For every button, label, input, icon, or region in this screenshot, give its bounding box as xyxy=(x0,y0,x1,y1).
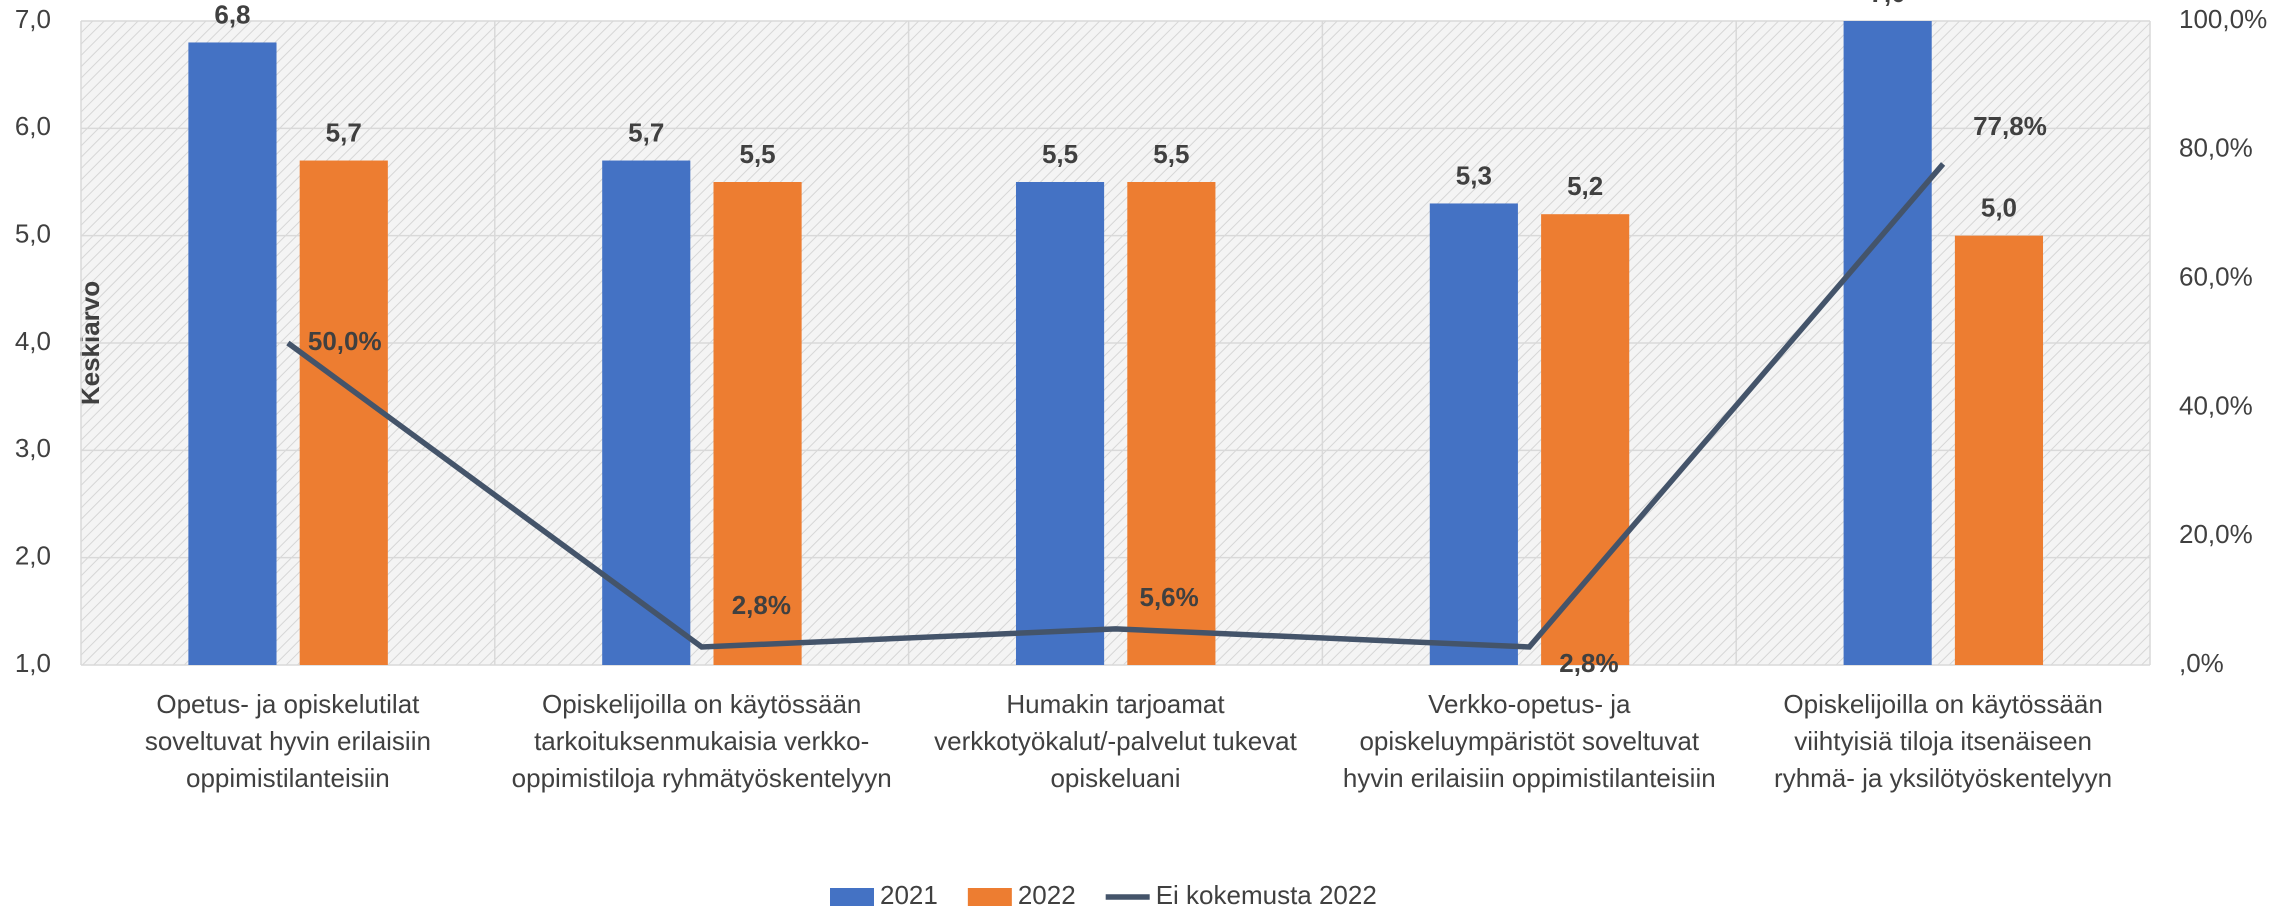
bar-value-label: 5,7 xyxy=(628,117,664,147)
x-tick-label: Opetus- ja opiskelutilat soveltuvat hyvi… xyxy=(144,689,431,793)
bar-value-label: 5,5 xyxy=(739,139,775,169)
y-tick-label: 7,0 xyxy=(15,4,51,34)
legend-swatch xyxy=(967,888,1012,906)
legend-swatch xyxy=(830,888,874,906)
bar xyxy=(1843,21,1932,665)
bar-value-label: 5,0 xyxy=(1981,193,2017,223)
line-value-label: 5,6% xyxy=(1140,582,1199,612)
y2-tick-label: 20,0% xyxy=(2179,519,2253,549)
y-tick-label: 3,0 xyxy=(15,433,51,463)
bar xyxy=(602,160,691,666)
y-tick-label: 5,0 xyxy=(15,219,51,249)
bar-value-label: 5,7 xyxy=(326,117,362,147)
line-value-label: 77,8% xyxy=(1973,111,2047,141)
bar-value-label: 7,0 xyxy=(1870,0,1906,8)
y-tick-label: 4,0 xyxy=(15,326,51,356)
line-value-label: 2,8% xyxy=(1559,648,1618,678)
y2-tick-label: 80,0% xyxy=(2179,133,2253,163)
legend-label: 2021 xyxy=(880,880,938,910)
y2-tick-label: ,0% xyxy=(2179,648,2224,678)
line-value-label: 2,8% xyxy=(732,590,791,620)
y2-tick-label: 60,0% xyxy=(2179,261,2253,291)
bar xyxy=(1015,182,1105,665)
y-tick-label: 1,0 xyxy=(15,648,51,678)
bar xyxy=(1127,182,1216,665)
bar-value-label: 5,3 xyxy=(1456,160,1492,190)
x-tick-label: Verkko-opetus- ja opiskeluympäristöt sov… xyxy=(1342,689,1716,793)
y-tick-label: 6,0 xyxy=(15,111,51,141)
bar xyxy=(713,182,802,665)
bar xyxy=(1429,203,1518,665)
bar-value-label: 5,5 xyxy=(1042,139,1078,169)
x-tick-label: Opiskelijoilla on käytössään tarkoitukse… xyxy=(511,689,892,793)
bar xyxy=(1954,235,2044,665)
x-tick-label: Opiskelijoilla on käytössään viihtyisiä … xyxy=(1774,689,2113,793)
y2-tick-label: 40,0% xyxy=(2179,390,2253,420)
bar-value-label: 6,8 xyxy=(214,0,250,29)
bar xyxy=(299,160,388,666)
bar-value-label: 5,2 xyxy=(1567,171,1603,201)
y2-tick-label: 100,0% xyxy=(2179,4,2267,34)
bar xyxy=(1541,214,1630,665)
bar-value-label: 5,5 xyxy=(1153,139,1189,169)
line-series xyxy=(286,162,1946,650)
x-tick-label: Humakin tarjoamat verkkotyökalut/-palvel… xyxy=(934,689,1297,793)
y-tick-label: 2,0 xyxy=(15,541,51,571)
bar xyxy=(188,42,277,665)
legend-label: 2022 xyxy=(1018,880,1076,910)
line-value-label: 50,0% xyxy=(308,326,382,356)
legend-label: Ei kokemusta 2022 xyxy=(1156,880,1377,910)
